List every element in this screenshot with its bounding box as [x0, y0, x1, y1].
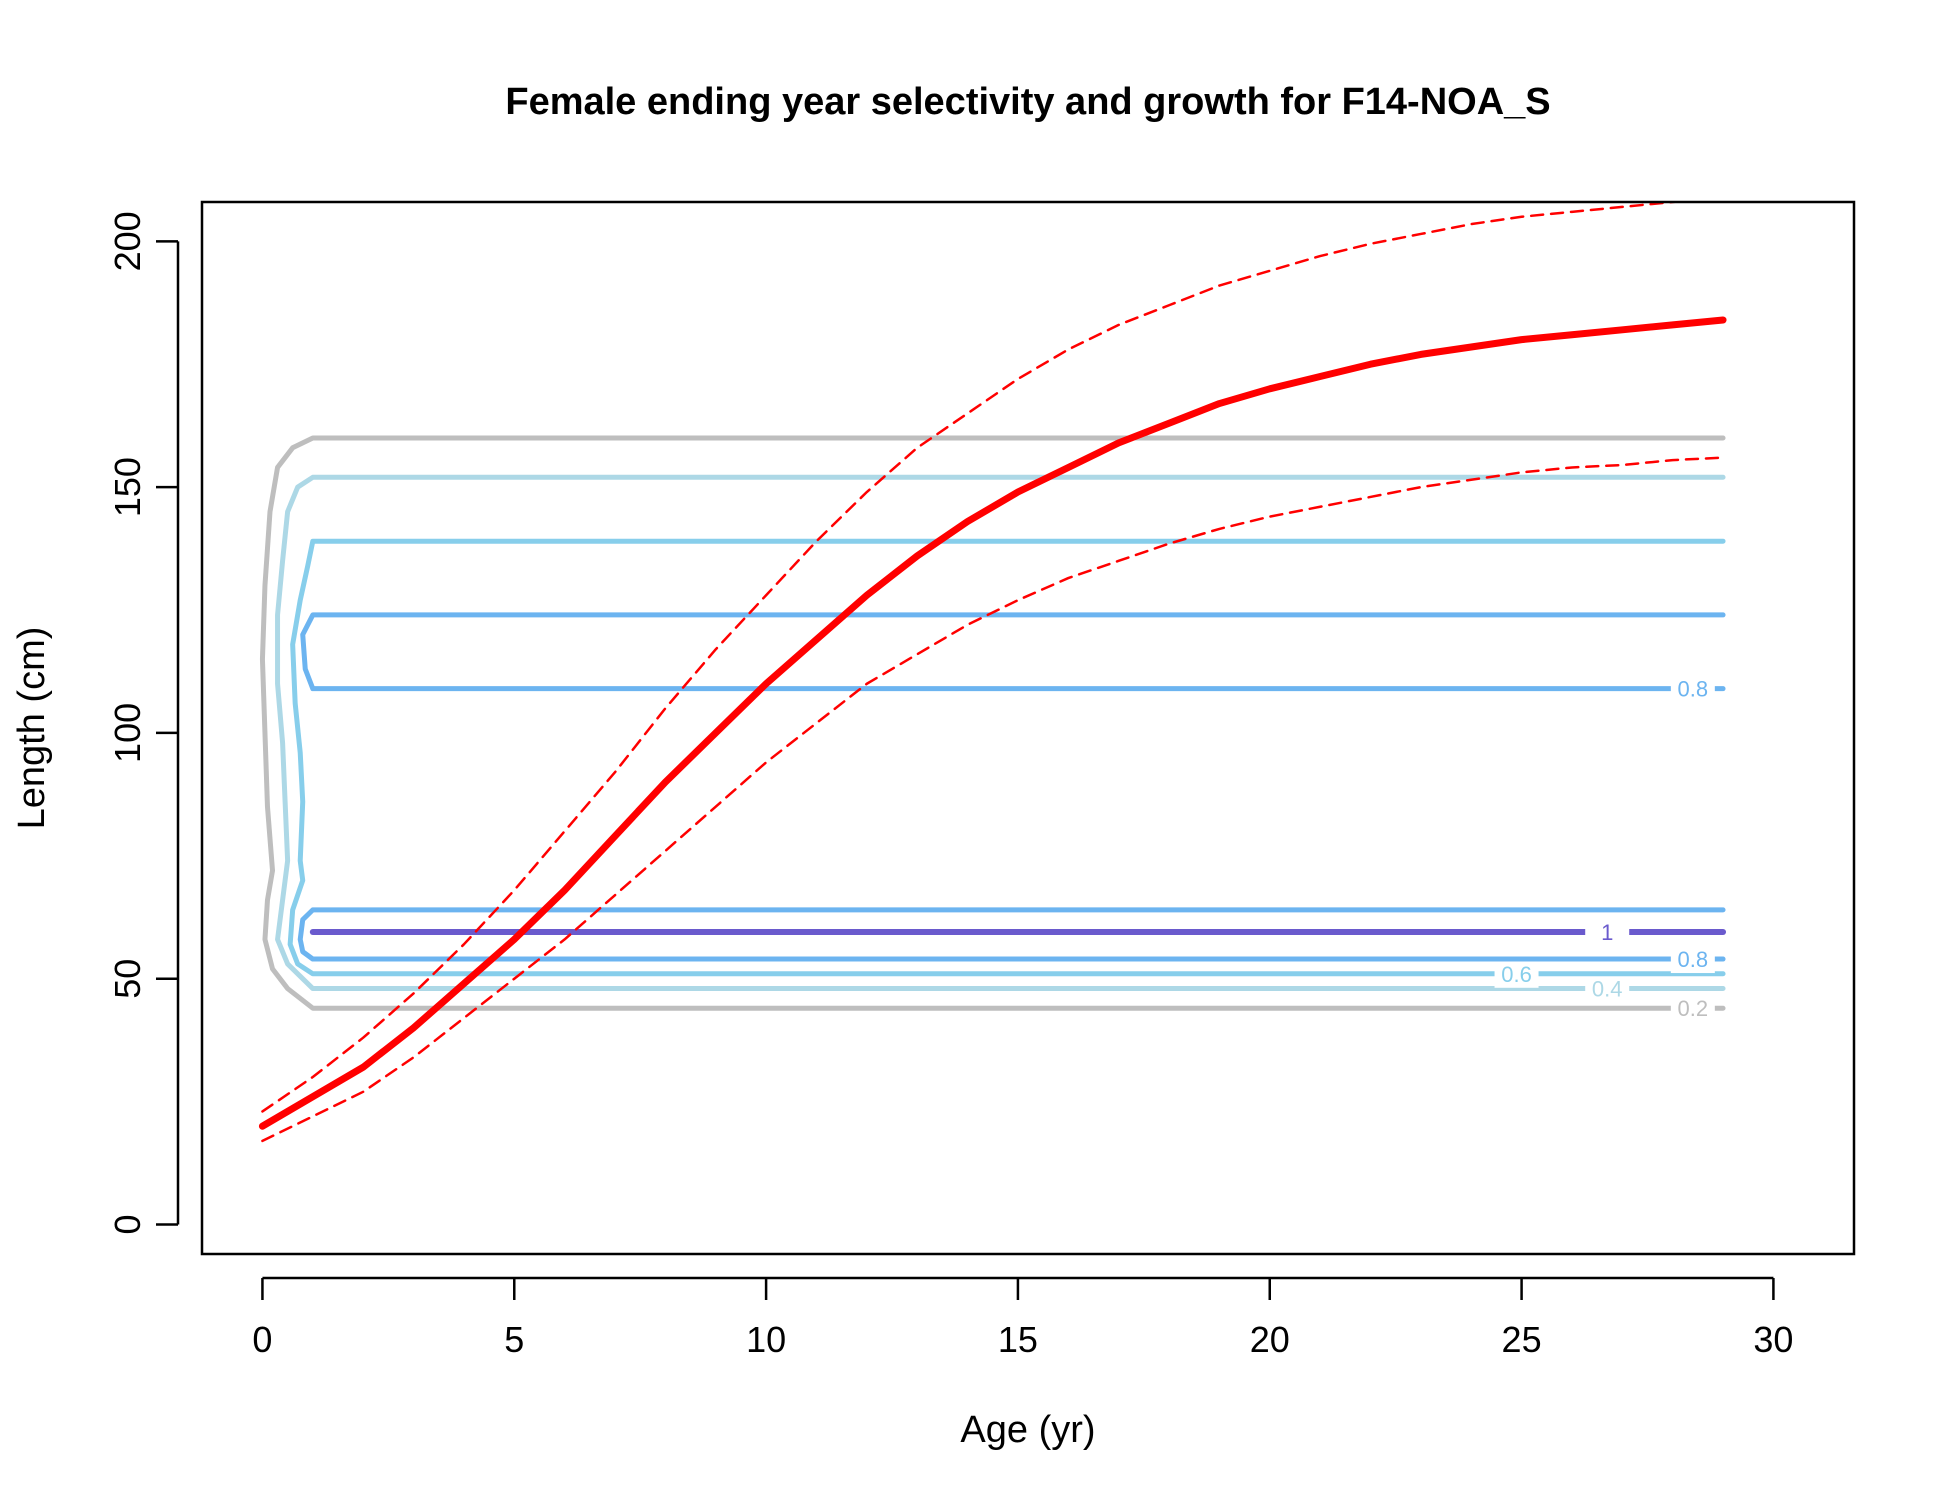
contour-label-gap	[1585, 918, 1630, 947]
plot-contents: 0.2 0.4 0.6 0.8 0.8 1	[258, 202, 1727, 1143]
plot-frame	[200, 200, 1856, 1256]
contour-label: 1	[1601, 920, 1613, 945]
contour-level-1: 1	[309, 918, 1727, 947]
contour-line	[275, 474, 1726, 992]
x-tick-label: 15	[998, 1319, 1038, 1360]
contour-label: 0.8	[1678, 947, 1709, 972]
contour-line	[287, 538, 1726, 977]
contour-level-0-8: 0.8	[300, 612, 1726, 703]
x-tick-label: 25	[1502, 1319, 1542, 1360]
x-axis-label: Age (yr)	[960, 1409, 1095, 1451]
y-axis-label: Length (cm)	[11, 627, 53, 830]
contour-label-gap	[1585, 974, 1630, 1003]
growth-mean-line	[258, 316, 1727, 1130]
x-tick-label: 20	[1250, 1319, 1290, 1360]
contour-label: 0.2	[1678, 996, 1709, 1021]
y-tick-label: 100	[107, 703, 148, 763]
chart-title: Female ending year selectivity and growt…	[505, 81, 1550, 123]
x-axis: 0 5 10 15 20 25 30	[252, 1276, 1793, 1360]
contour-level-0-6: 0.6	[287, 538, 1726, 988]
contour-line	[259, 435, 1726, 1011]
x-tick-label: 0	[252, 1319, 272, 1360]
contour-line	[297, 907, 1726, 962]
y-tick-label: 150	[107, 457, 148, 517]
contour-label: 0.6	[1501, 962, 1532, 987]
growth-interval-line	[261, 456, 1725, 1143]
contour-level-0-2: 0.2	[259, 435, 1726, 1023]
contour-label-gap	[1670, 994, 1715, 1023]
contour-label-gap	[1494, 959, 1539, 988]
plot-area: 0.2 0.4 0.6 0.8 0.8 1	[258, 202, 1727, 1143]
contour-label: 0.8	[1678, 677, 1709, 702]
contour-label-gap	[1670, 945, 1715, 974]
y-tick-label: 0	[107, 1214, 148, 1234]
contour-label-gap	[1670, 674, 1715, 703]
contour-line	[300, 612, 1726, 692]
y-tick-label: 200	[107, 211, 148, 271]
contour-level-0-8: 0.8	[297, 907, 1726, 974]
y-tick-label: 50	[107, 959, 148, 999]
y-axis: 0 50 100 150 200	[107, 211, 180, 1235]
x-tick-label: 30	[1753, 1319, 1793, 1360]
x-tick-label: 10	[746, 1319, 786, 1360]
growth-interval-line	[261, 202, 1686, 1113]
x-tick-label: 5	[504, 1319, 524, 1360]
contour-label: 0.4	[1592, 977, 1623, 1002]
contour-level-0-4: 0.4	[275, 474, 1726, 1003]
